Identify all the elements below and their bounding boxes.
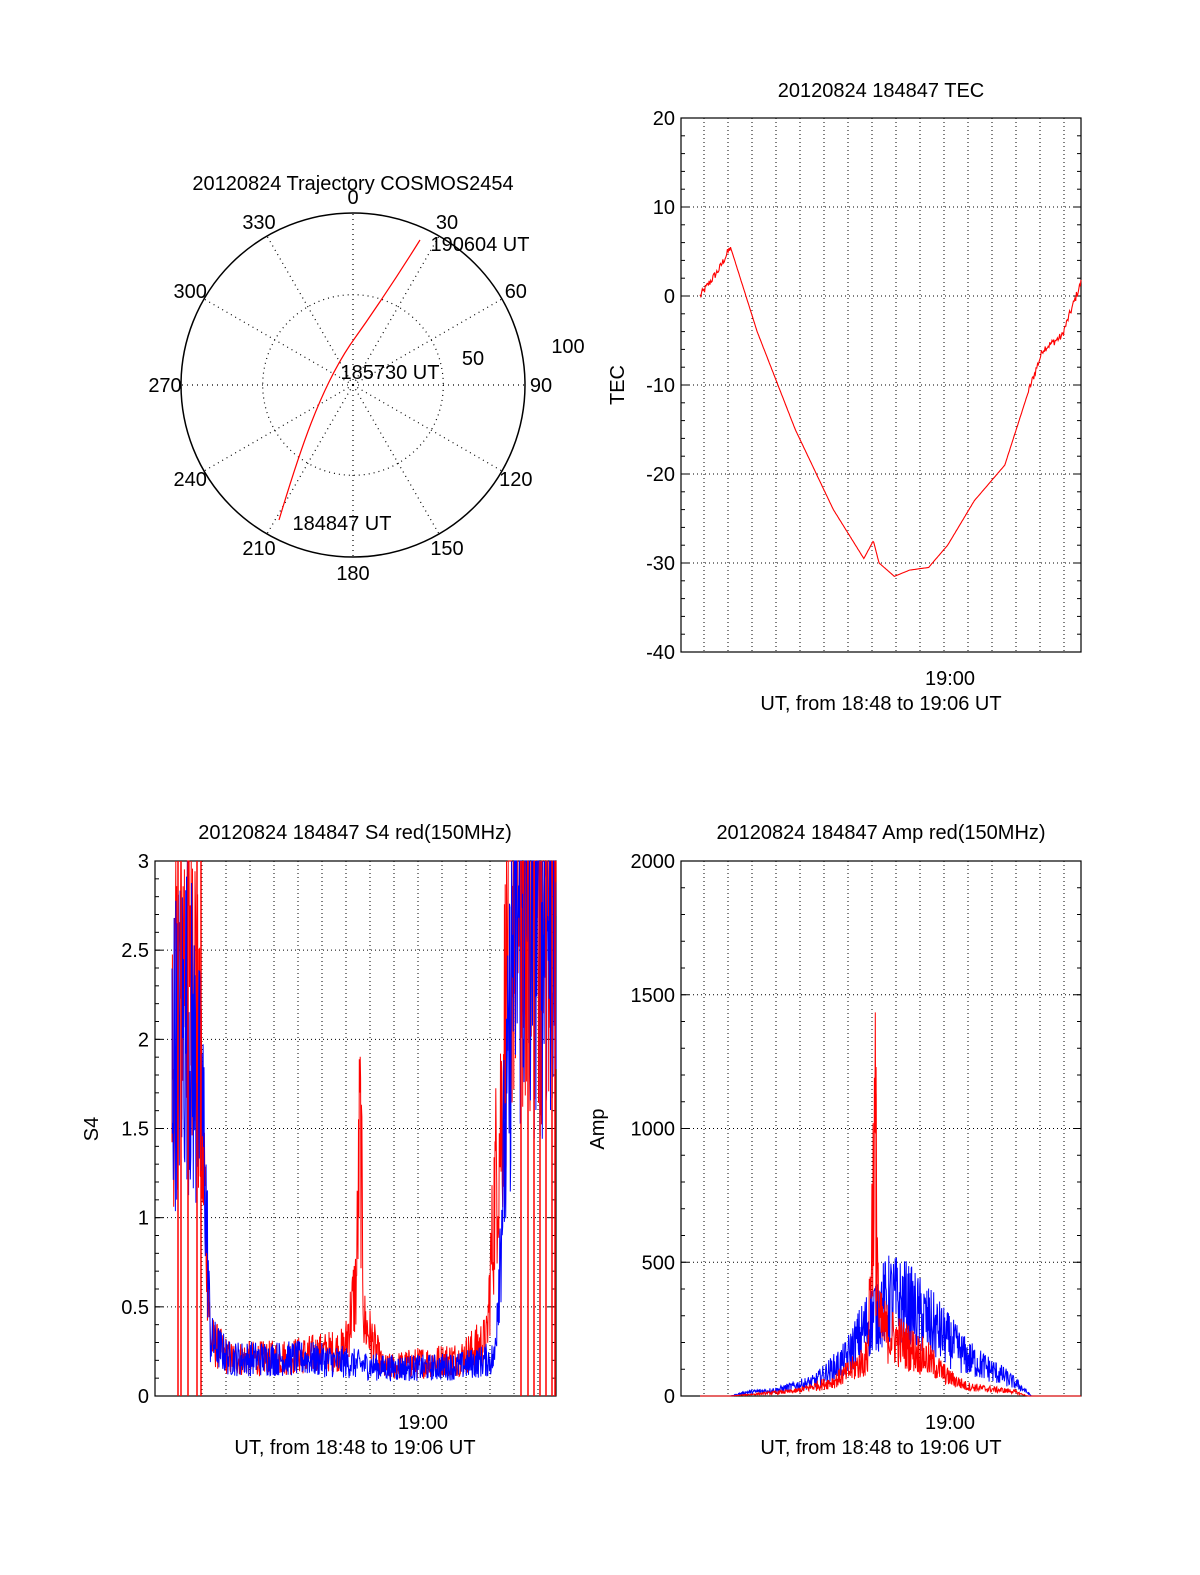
polar-spoke — [352, 384, 503, 472]
polar-outer-circle — [180, 212, 526, 558]
ytick-label: 20 — [653, 108, 675, 130]
amp-ylabel: Amp — [587, 1108, 609, 1149]
plot-frame — [680, 117, 1082, 653]
tec-panel: 20120824 184847 TEC UT, from 18:48 to 19… — [607, 80, 1082, 715]
s4-blue-line — [171, 860, 557, 1382]
polar-angle-label: 150 — [430, 538, 463, 560]
s4-panel: 20120824 184847 S4 red(150MHz) UT, from … — [81, 822, 557, 1459]
polar-angle-label: 180 — [336, 563, 369, 585]
ytick-label: 10 — [653, 197, 675, 219]
ytick-label: 0.5 — [121, 1297, 149, 1319]
trajectory-title: 20120824 Trajectory COSMOS2454 — [192, 173, 513, 195]
trajectory-panel: 20120824 Trajectory COSMOS2454 0 30 60 90 12… — [148, 173, 584, 585]
ytick-label: 3 — [138, 851, 149, 873]
polar-angle-label: 120 — [499, 469, 532, 491]
ytick-label: 2 — [138, 1029, 149, 1051]
tec-ylabel: TEC — [607, 365, 629, 405]
ytick-label: 1500 — [631, 985, 676, 1007]
polar-angle-label: 60 — [505, 281, 527, 303]
s4-plot: 3 2.5 2 1.5 1 0.5 0 19:00 — [121, 851, 557, 1434]
amp-title: 20120824 184847 Amp red(150MHz) — [716, 822, 1045, 844]
polar-spoke — [203, 384, 354, 472]
polar-angle-label: 270 — [148, 375, 181, 397]
ytick-label: 1 — [138, 1208, 149, 1230]
ytick-label: 0 — [664, 1386, 675, 1408]
ytick-label: 0 — [138, 1386, 149, 1408]
tec-title: 20120824 184847 TEC — [778, 80, 984, 102]
polar-angle-label: 90 — [530, 375, 552, 397]
plot-frame — [154, 860, 557, 1397]
polar-spoke — [266, 384, 354, 535]
trajectory-start-label: 184847 UT — [293, 513, 392, 535]
tec-xlabel: UT, from 18:48 to 19:06 UT — [760, 693, 1001, 715]
polar-angle-label: 240 — [173, 469, 206, 491]
trajectory-mid-label: 185730 UT — [341, 362, 440, 384]
ytick-label: 1.5 — [121, 1119, 149, 1141]
trajectory-line — [278, 239, 421, 521]
amp-xtick-label: 19:00 — [925, 1412, 975, 1434]
amp-blue-line — [700, 1255, 1081, 1397]
plot-frame — [680, 860, 1082, 1397]
ytick-label: -40 — [646, 642, 675, 664]
polar-angle-label: 210 — [242, 538, 275, 560]
ytick-label: 2000 — [631, 851, 676, 873]
amp-xlabel: UT, from 18:48 to 19:06 UT — [760, 1437, 1001, 1459]
ytick-label: 2.5 — [121, 940, 149, 962]
trajectory-end-label: 190604 UT — [431, 234, 530, 256]
polar-plot: 0 30 60 90 120 150 180 210 240 270 300 330 50 100 1848… — [148, 187, 584, 585]
ytick-label: 500 — [642, 1252, 675, 1274]
polar-angle-label: 300 — [173, 281, 206, 303]
polar-radius-label: 50 — [462, 348, 484, 370]
s4-ylabel: S4 — [81, 1117, 103, 1141]
amp-red-line — [700, 1012, 1081, 1397]
ytick-label: 1000 — [631, 1119, 676, 1141]
s4-title: 20120824 184847 S4 red(150MHz) — [198, 822, 512, 844]
ytick-label: 0 — [664, 286, 675, 308]
polar-spoke — [203, 298, 354, 386]
polar-angle-label: 330 — [242, 212, 275, 234]
ytick-label: -30 — [646, 553, 675, 575]
amp-plot: 2000 1500 1000 500 0 19:00 — [631, 851, 1082, 1434]
tec-plot: 20 10 0 -10 -20 -30 -40 19:00 — [646, 108, 1082, 690]
polar-spoke — [352, 384, 440, 535]
polar-spoke — [266, 235, 354, 386]
polar-spoke — [352, 235, 440, 386]
ytick-label: -10 — [646, 375, 675, 397]
ytick-label: -20 — [646, 464, 675, 486]
polar-radius-label: 100 — [551, 336, 584, 358]
polar-angle-label: 30 — [436, 212, 458, 234]
tec-series-line — [699, 246, 1082, 578]
amp-panel: 20120824 184847 Amp red(150MHz) UT, from… — [587, 822, 1082, 1459]
tec-xtick-label: 19:00 — [925, 668, 975, 690]
polar-angle-label: 0 — [347, 187, 358, 209]
s4-xlabel: UT, from 18:48 to 19:06 UT — [234, 1437, 475, 1459]
s4-xtick-label: 19:00 — [398, 1412, 448, 1434]
polar-spoke — [352, 298, 503, 386]
